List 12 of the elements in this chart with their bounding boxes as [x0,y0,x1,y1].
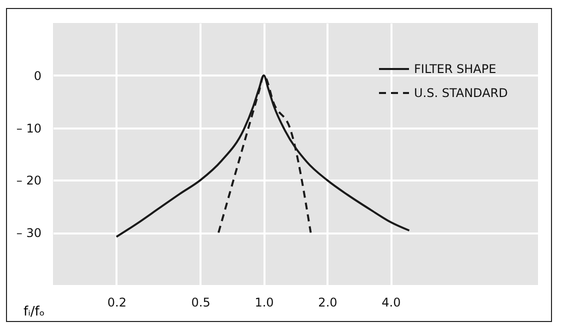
x-tick-label: 0.5 [191,296,210,310]
x-tick-label: 1.0 [254,296,274,310]
legend-label: FILTER SHAPE [414,62,496,76]
y-tick-label: 0 [34,68,42,83]
legend-label: U.S. STANDARD [414,86,508,100]
y-tick-label: – 10 [16,121,42,136]
x-tick-label: 4.0 [382,296,401,310]
x-axis-title: fᵢ/fₒ [24,304,45,320]
x-tick-label: 2.0 [318,296,338,310]
x-tick-label: 0.2 [107,296,126,310]
y-tick-label: – 20 [16,174,42,188]
y-tick-label: – 30 [16,226,42,240]
